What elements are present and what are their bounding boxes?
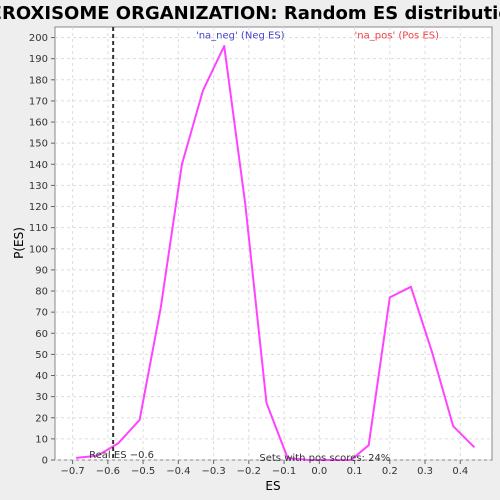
y-tick-label: 70 bbox=[35, 308, 48, 319]
y-tick-label: 60 bbox=[35, 329, 48, 340]
y-tick-label: 200 bbox=[29, 33, 48, 44]
y-axis: 0 10 20 30 40 50 60 70 80 90 100 110 120 130 140 150 160… bbox=[29, 33, 55, 467]
pos-score-annotation: Sets with pos scores: 24% bbox=[259, 453, 390, 464]
x-axis-label: ES bbox=[265, 479, 280, 493]
x-tick-label: −0.1 bbox=[272, 466, 296, 477]
y-tick-label: 140 bbox=[29, 160, 48, 171]
y-tick-label: 180 bbox=[29, 75, 48, 86]
x-tick-label: −0.4 bbox=[166, 466, 190, 477]
y-tick-label: 10 bbox=[35, 434, 48, 445]
x-tick-label: −0.3 bbox=[201, 466, 225, 477]
x-tick-label: 0.0 bbox=[311, 466, 327, 477]
y-tick-label: 30 bbox=[35, 392, 48, 403]
x-tick-label: −0.5 bbox=[131, 466, 155, 477]
x-tick-label: 0.4 bbox=[452, 466, 468, 477]
y-tick-label: 90 bbox=[35, 265, 48, 276]
chart-title: PEROXISOME ORGANIZATION: Random ES distr… bbox=[0, 3, 500, 24]
pos-es-annotation: 'na_pos' (Pos ES) bbox=[355, 30, 440, 41]
x-axis: −0.7 −0.6 −0.5 −0.4 −0.3 −0.2 −0.1 0.0 0.1 0.2 0.3… bbox=[60, 460, 468, 477]
x-tick-label: 0.3 bbox=[417, 466, 433, 477]
y-tick-label: 170 bbox=[29, 96, 48, 107]
real-es-label: Real ES −0.6 bbox=[89, 450, 154, 461]
y-tick-label: 20 bbox=[35, 413, 48, 424]
y-axis-label: P(ES) bbox=[12, 227, 26, 259]
plot-area bbox=[54, 26, 493, 461]
x-tick-label: 0.2 bbox=[382, 466, 398, 477]
x-tick-label: 0.1 bbox=[347, 466, 363, 477]
y-tick-label: 40 bbox=[35, 371, 48, 382]
y-tick-label: 150 bbox=[29, 139, 48, 150]
es-distribution-line bbox=[76, 45, 476, 461]
y-tick-label: 110 bbox=[29, 223, 48, 234]
y-tick-label: 80 bbox=[35, 287, 48, 298]
y-tick-label: 190 bbox=[29, 54, 48, 65]
x-tick-label: −0.2 bbox=[237, 466, 261, 477]
neg-es-annotation: 'na_neg' (Neg ES) bbox=[196, 30, 285, 41]
y-tick-label: 130 bbox=[29, 181, 48, 192]
series-layer bbox=[76, 27, 476, 461]
grid bbox=[55, 27, 492, 461]
x-tick-label: −0.6 bbox=[96, 466, 120, 477]
annotation-layer: Real ES −0.6 'na_neg' (Neg ES) 'na_pos' (P… bbox=[89, 30, 439, 463]
y-tick-label: 50 bbox=[35, 350, 48, 361]
x-tick-label: −0.7 bbox=[60, 466, 84, 477]
y-tick-label: 100 bbox=[29, 244, 48, 255]
y-tick-label: 0 bbox=[42, 456, 48, 467]
y-tick-label: 120 bbox=[29, 202, 48, 213]
y-tick-label: 160 bbox=[29, 118, 48, 129]
